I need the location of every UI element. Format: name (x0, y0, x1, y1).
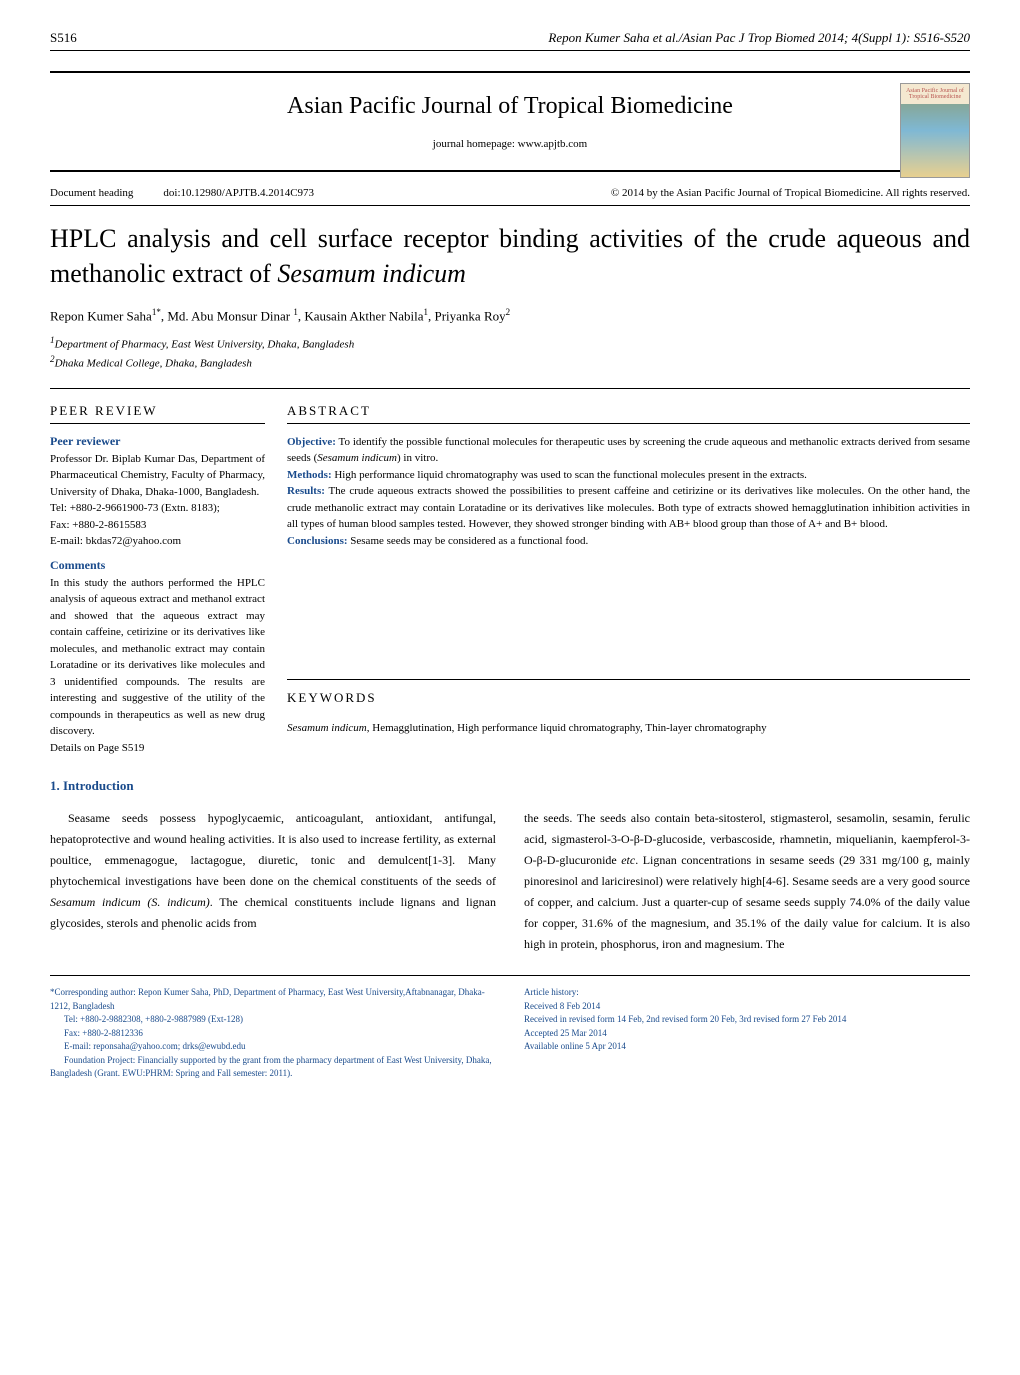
doc-heading-label: Document heading (50, 187, 133, 199)
introduction-heading: 1. Introduction (50, 778, 970, 794)
cover-label: Asian Pacific Journal of Tropical Biomed… (901, 84, 969, 104)
peer-reviewer-label: Peer reviewer (50, 434, 265, 449)
header-citation: Repon Kumer Saha et al./Asian Pac J Trop… (548, 30, 970, 46)
affiliation-1: 1Department of Pharmacy, East West Unive… (50, 335, 970, 351)
affiliation-2: 2Dhaka Medical College, Dhaka, Banglades… (50, 354, 970, 370)
page-number: S516 (50, 30, 77, 46)
article-title: HPLC analysis and cell surface receptor … (50, 221, 970, 291)
keywords-heading: KEYWORDS (287, 690, 970, 710)
keywords-block: KEYWORDS Sesamum indicum, Hemagglutinati… (287, 679, 970, 737)
keywords-text: Sesamum indicum, Hemagglutination, High … (287, 720, 970, 737)
abstract-column: ABSTRACT Objective: To identify the poss… (287, 403, 970, 757)
peer-reviewer-fax: Fax: +880-2-8615583 (50, 517, 265, 534)
footer-left: *Corresponding author: Repon Kumer Saha,… (50, 986, 496, 1081)
title-text: HPLC analysis and cell surface receptor … (50, 224, 970, 288)
journal-block: Asian Pacific Journal of Tropical Biomed… (50, 71, 970, 172)
authors: Repon Kumer Saha1*, Md. Abu Monsur Dinar… (50, 307, 970, 324)
comments-details: Details on Page S519 (50, 740, 265, 757)
abstract-body: Objective: To identify the possible func… (287, 434, 970, 550)
footer: *Corresponding author: Repon Kumer Saha,… (50, 975, 970, 1081)
copyright: © 2014 by the Asian Pacific Journal of T… (611, 187, 970, 199)
comments-label: Comments (50, 558, 265, 573)
title-species: Sesamum indicum (277, 259, 465, 288)
journal-cover-thumbnail: Asian Pacific Journal of Tropical Biomed… (900, 83, 970, 178)
peer-review-column: PEER REVIEW Peer reviewer Professor Dr. … (50, 403, 265, 757)
document-meta-line: Document heading doi:10.12980/APJTB.4.20… (50, 187, 970, 206)
doi: doi:10.12980/APJTB.4.2014C973 (163, 187, 314, 199)
peer-reviewer-email: E-mail: bkdas72@yahoo.com (50, 533, 265, 550)
peer-reviewer-tel: Tel: +880-2-9661900-73 (Extn. 8183); (50, 500, 265, 517)
abstract-heading: ABSTRACT (287, 403, 970, 424)
journal-title: Asian Pacific Journal of Tropical Biomed… (50, 93, 970, 120)
peer-reviewer-body: Professor Dr. Biplab Kumar Das, Departme… (50, 451, 265, 501)
peer-review-heading: PEER REVIEW (50, 403, 265, 424)
comments-body: In this study the authors performed the … (50, 575, 265, 740)
body-col-right: the seeds. The seeds also contain beta-s… (524, 808, 970, 955)
body-columns: Seasame seeds possess hypoglycaemic, ant… (50, 808, 970, 955)
journal-homepage: journal homepage: www.apjtb.com (50, 138, 970, 150)
body-col-left: Seasame seeds possess hypoglycaemic, ant… (50, 808, 496, 955)
page-header: S516 Repon Kumer Saha et al./Asian Pac J… (50, 30, 970, 51)
footer-right: Article history: Received 8 Feb 2014 Rec… (524, 986, 970, 1081)
